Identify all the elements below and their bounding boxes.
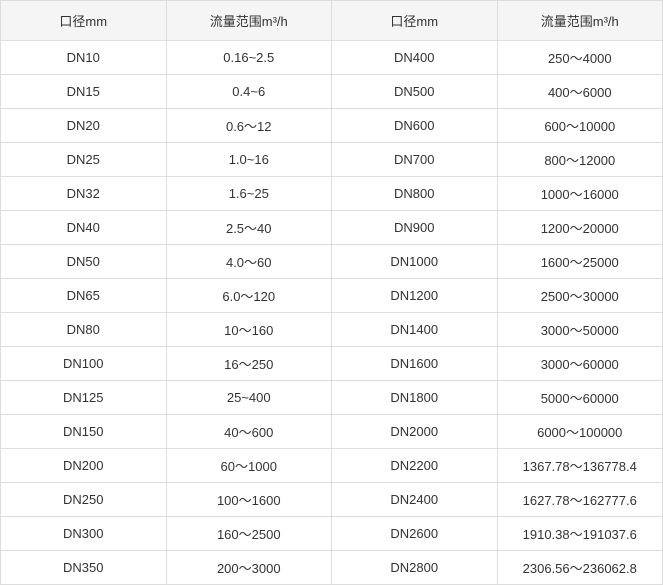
table-cell: 16～250: [166, 347, 332, 381]
table-cell: DN10: [1, 41, 167, 75]
table-row: DN12525~400DN18005000～60000: [1, 381, 663, 415]
table-cell: DN2600: [332, 517, 498, 551]
table-cell: DN600: [332, 109, 498, 143]
table-cell: DN1200: [332, 279, 498, 313]
table-cell: 2306.56～236062.8: [497, 551, 663, 585]
table-cell: 2500～30000: [497, 279, 663, 313]
table-cell: 1367.78～136778.4: [497, 449, 663, 483]
table-cell: 1200～20000: [497, 211, 663, 245]
table-row: DN656.0～120DN12002500～30000: [1, 279, 663, 313]
table-cell: 6.0～120: [166, 279, 332, 313]
table-row: DN200.6～12DN600600～10000: [1, 109, 663, 143]
table-cell: DN150: [1, 415, 167, 449]
table-cell: DN80: [1, 313, 167, 347]
table-cell: 6000～100000: [497, 415, 663, 449]
table-cell: 0.16~2.5: [166, 41, 332, 75]
table-row: DN402.5～40DN9001200～20000: [1, 211, 663, 245]
col-header-flowrange-2: 流量范围m³/h: [497, 1, 663, 41]
spec-table: 口径mm 流量范围m³/h 口径mm 流量范围m³/h DN100.16~2.5…: [0, 0, 663, 585]
table-cell: 250～4000: [497, 41, 663, 75]
table-cell: DN300: [1, 517, 167, 551]
table-cell: 1000～16000: [497, 177, 663, 211]
table-cell: 5000～60000: [497, 381, 663, 415]
table-cell: 200～3000: [166, 551, 332, 585]
table-cell: DN65: [1, 279, 167, 313]
table-cell: 800～12000: [497, 143, 663, 177]
table-cell: DN700: [332, 143, 498, 177]
table-row: DN10016～250DN16003000～60000: [1, 347, 663, 381]
table-row: DN8010～160DN14003000～50000: [1, 313, 663, 347]
table-row: DN321.6~25DN8001000～16000: [1, 177, 663, 211]
table-cell: DN2800: [332, 551, 498, 585]
table-cell: DN400: [332, 41, 498, 75]
table-cell: DN50: [1, 245, 167, 279]
table-cell: DN100: [1, 347, 167, 381]
table-cell: 4.0～60: [166, 245, 332, 279]
table-cell: 1627.78～162777.6: [497, 483, 663, 517]
table-cell: 3000～60000: [497, 347, 663, 381]
table-cell: DN15: [1, 75, 167, 109]
table-row: DN300160～2500DN26001910.38～191037.6: [1, 517, 663, 551]
table-body: DN100.16~2.5DN400250～4000DN150.4~6DN5004…: [1, 41, 663, 585]
table-cell: 160～2500: [166, 517, 332, 551]
table-cell: 25~400: [166, 381, 332, 415]
table-cell: 3000～50000: [497, 313, 663, 347]
table-cell: DN2200: [332, 449, 498, 483]
table-row: DN150.4~6DN500400～6000: [1, 75, 663, 109]
table-cell: 0.4~6: [166, 75, 332, 109]
table-cell: 2.5～40: [166, 211, 332, 245]
table-cell: DN1600: [332, 347, 498, 381]
table-row: DN504.0～60DN10001600～25000: [1, 245, 663, 279]
table-cell: 600～10000: [497, 109, 663, 143]
table-cell: DN20: [1, 109, 167, 143]
table-cell: 0.6～12: [166, 109, 332, 143]
col-header-flowrange-1: 流量范围m³/h: [166, 1, 332, 41]
table-cell: 1.0~16: [166, 143, 332, 177]
table-row: DN350200～3000DN28002306.56～236062.8: [1, 551, 663, 585]
table-cell: DN1400: [332, 313, 498, 347]
table-cell: DN1800: [332, 381, 498, 415]
table-cell: DN2000: [332, 415, 498, 449]
table-cell: DN350: [1, 551, 167, 585]
table-row: DN250100～1600DN24001627.78～162777.6: [1, 483, 663, 517]
table-cell: 100～1600: [166, 483, 332, 517]
table-cell: DN200: [1, 449, 167, 483]
table-cell: DN125: [1, 381, 167, 415]
table-cell: 1910.38～191037.6: [497, 517, 663, 551]
table-cell: DN1000: [332, 245, 498, 279]
table-row: DN20060～1000DN22001367.78～136778.4: [1, 449, 663, 483]
table-cell: DN32: [1, 177, 167, 211]
table-cell: DN2400: [332, 483, 498, 517]
table-cell: 1600～25000: [497, 245, 663, 279]
table-cell: DN900: [332, 211, 498, 245]
col-header-diameter-1: 口径mm: [1, 1, 167, 41]
table-cell: 400～6000: [497, 75, 663, 109]
table-cell: 60～1000: [166, 449, 332, 483]
table-cell: DN800: [332, 177, 498, 211]
table-row: DN100.16~2.5DN400250～4000: [1, 41, 663, 75]
col-header-diameter-2: 口径mm: [332, 1, 498, 41]
table-cell: DN250: [1, 483, 167, 517]
table-row: DN15040～600DN20006000～100000: [1, 415, 663, 449]
header-row: 口径mm 流量范围m³/h 口径mm 流量范围m³/h: [1, 1, 663, 41]
table-cell: DN25: [1, 143, 167, 177]
table-cell: 1.6~25: [166, 177, 332, 211]
table-cell: 10～160: [166, 313, 332, 347]
table-cell: 40～600: [166, 415, 332, 449]
table-cell: DN500: [332, 75, 498, 109]
table-cell: DN40: [1, 211, 167, 245]
table-row: DN251.0~16DN700800～12000: [1, 143, 663, 177]
